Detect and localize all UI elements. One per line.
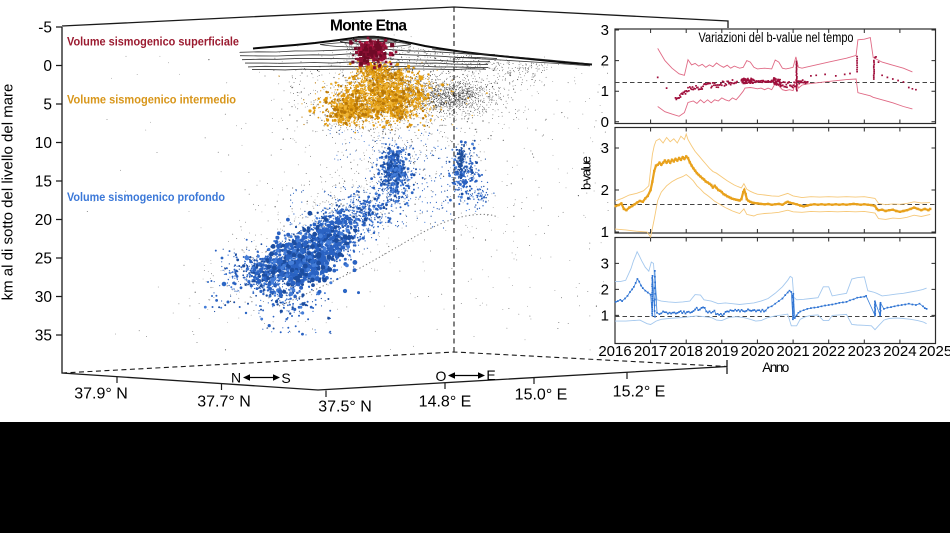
svg-text:15.0° E: 15.0° E [515, 387, 568, 404]
svg-text:14.8° E: 14.8° E [419, 394, 472, 411]
svg-text:2022: 2022 [812, 343, 845, 360]
svg-text:E: E [486, 367, 495, 383]
svg-text:2024: 2024 [883, 343, 916, 360]
svg-text:2023: 2023 [848, 343, 881, 360]
svg-text:15.2° E: 15.2° E [613, 384, 666, 401]
svg-text:2: 2 [601, 281, 609, 298]
svg-text:37.9° N: 37.9° N [74, 386, 128, 403]
svg-text:2021: 2021 [776, 343, 809, 360]
svg-text:10: 10 [35, 135, 53, 152]
svg-text:30: 30 [35, 289, 53, 306]
svg-text:37.7° N: 37.7° N [197, 394, 251, 411]
svg-text:15: 15 [35, 173, 52, 190]
svg-text:-5: -5 [38, 19, 52, 36]
svg-text:1: 1 [601, 307, 609, 324]
svg-text:5: 5 [43, 96, 52, 113]
svg-text:km al di sotto del livello del: km al di sotto del livello del mare [0, 84, 17, 301]
svg-text:2: 2 [601, 53, 609, 70]
svg-text:2020: 2020 [741, 343, 774, 360]
svg-text:25: 25 [35, 250, 52, 267]
svg-text:3: 3 [601, 22, 609, 39]
svg-text:3: 3 [601, 255, 609, 272]
svg-text:37.5° N: 37.5° N [318, 399, 372, 416]
svg-text:Monte Etna: Monte Etna [330, 18, 407, 35]
svg-text:1: 1 [601, 224, 609, 241]
svg-text:0: 0 [43, 58, 52, 75]
svg-text:2: 2 [601, 182, 609, 199]
svg-text:2017: 2017 [634, 343, 667, 360]
svg-text:O: O [436, 368, 447, 384]
svg-text:2019: 2019 [705, 343, 738, 360]
svg-text:1: 1 [601, 83, 609, 100]
svg-text:Variazioni del b-value nel tem: Variazioni del b-value nel tempo [699, 30, 854, 45]
svg-text:0: 0 [601, 114, 609, 131]
svg-text:2016: 2016 [598, 343, 631, 360]
svg-text:2025: 2025 [919, 343, 950, 360]
svg-text:3: 3 [601, 140, 609, 157]
svg-text:Volume sismogenico intermedio: Volume sismogenico intermedio [67, 94, 236, 107]
svg-text:Anno: Anno [762, 360, 789, 375]
svg-text:b-value: b-value [579, 156, 594, 190]
svg-text:Volume sismogenico superficial: Volume sismogenico superficiale [67, 36, 240, 49]
svg-text:N: N [231, 370, 241, 386]
svg-text:20: 20 [35, 212, 53, 229]
svg-text:2018: 2018 [670, 343, 703, 360]
svg-text:Volume sismogenico profondo: Volume sismogenico profondo [67, 191, 225, 204]
svg-text:S: S [281, 370, 290, 386]
svg-text:35: 35 [35, 327, 52, 344]
